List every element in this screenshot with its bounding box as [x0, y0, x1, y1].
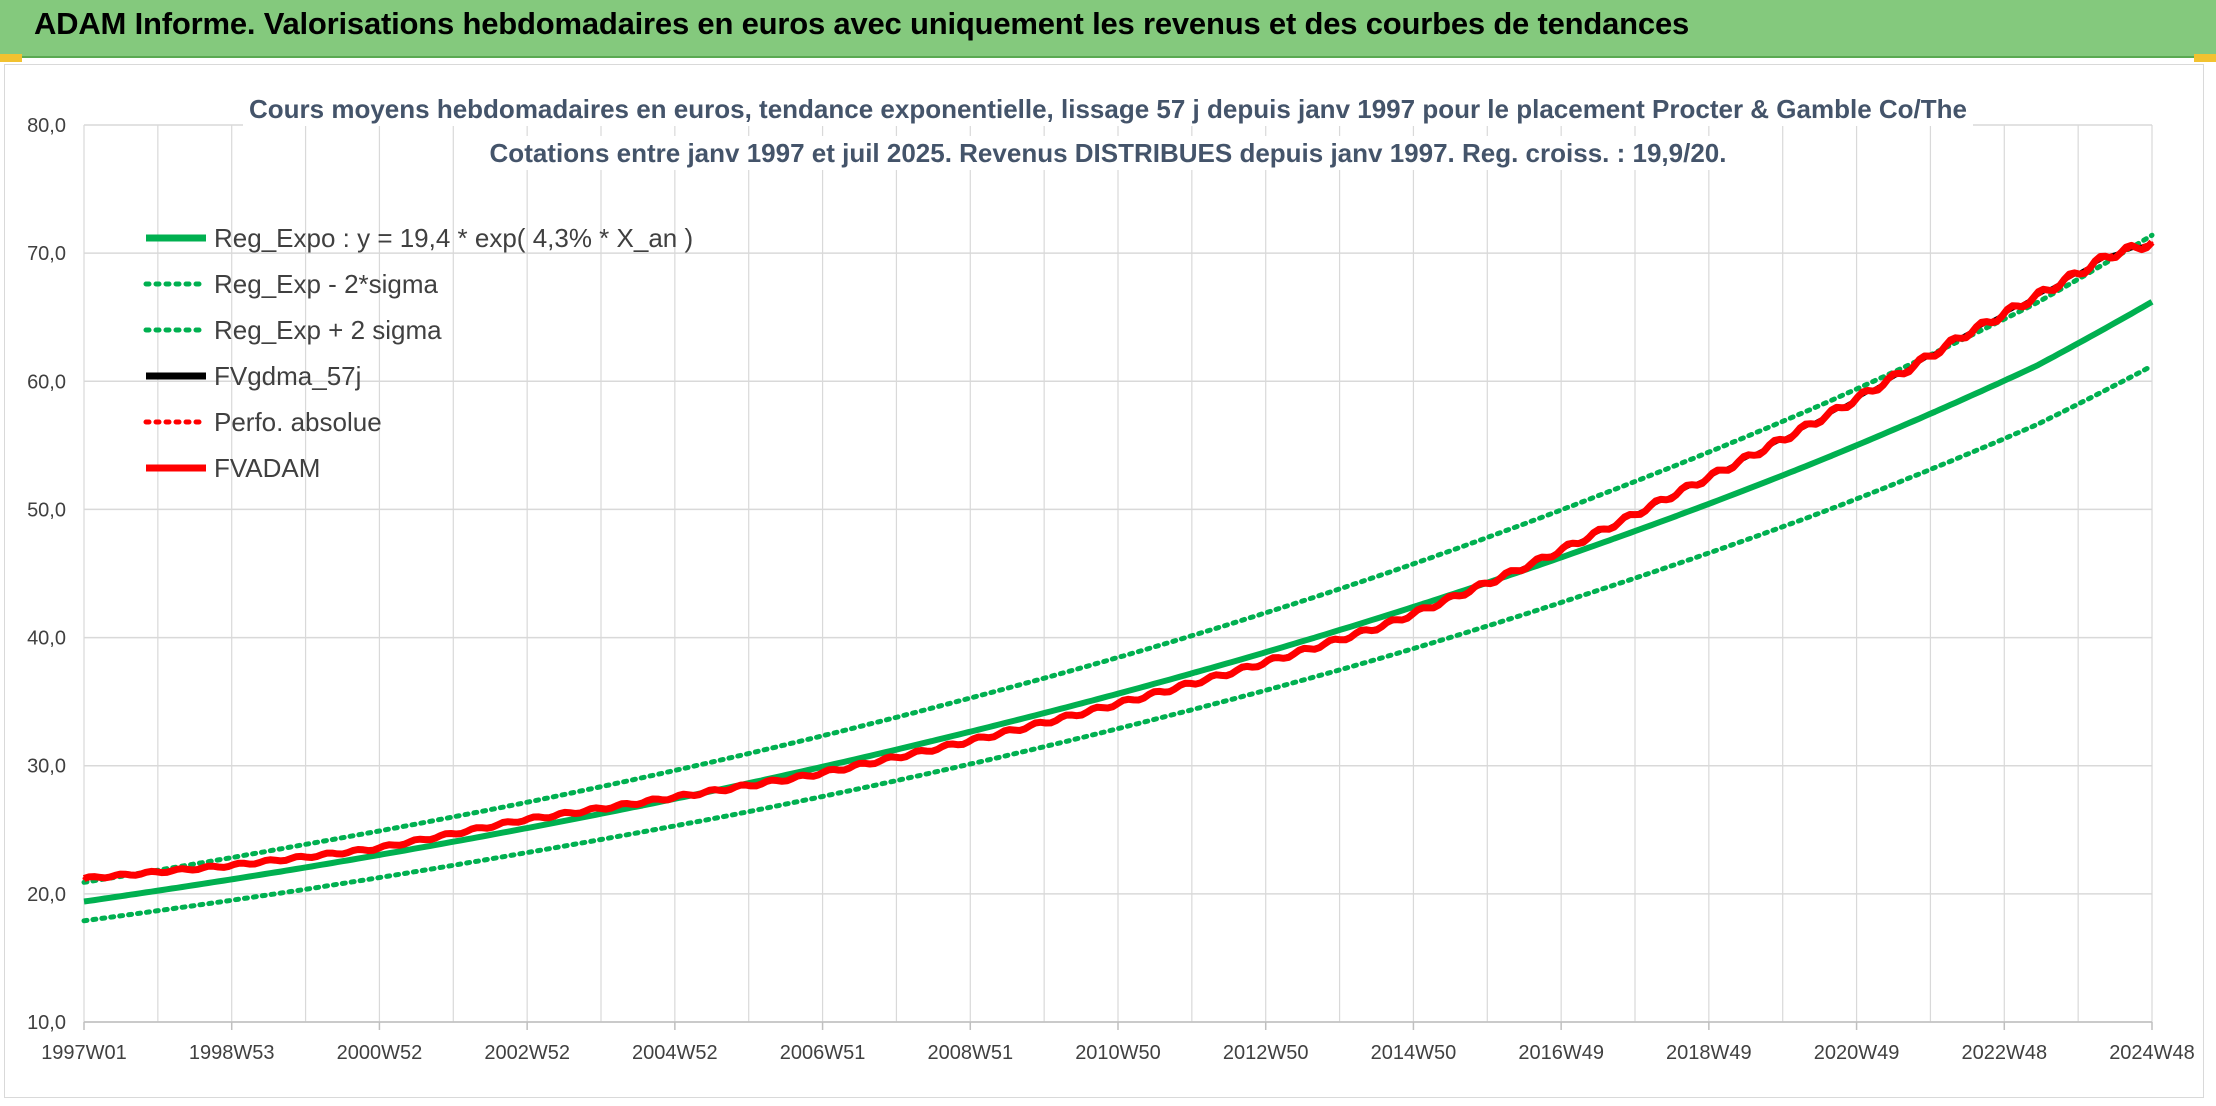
legend-label: Reg_Exp - 2*sigma [214, 269, 439, 299]
x-tick-label: 2022W48 [1961, 1042, 2047, 1064]
chart-frame [4, 64, 2204, 1098]
axes: 80,0 70,0 60,0 50,0 40,0 30,0 20,0 10,0 1997W01 1… [27, 115, 2195, 1064]
corner-mark-right [2194, 54, 2216, 62]
series-line [83, 299, 2154, 905]
chart-title-line: Cotations entre janv 1997 et juil 2025. … [490, 138, 1727, 168]
y-tick-label: 50,0 [27, 499, 66, 521]
x-tick-label: 2020W49 [1814, 1042, 1900, 1064]
x-tick-label: 2024W48 [2109, 1042, 2195, 1064]
y-tick-label: 40,0 [27, 628, 66, 650]
y-tick-label: 60,0 [27, 371, 66, 393]
chart-title-backing [243, 92, 1973, 126]
y-tick-label: 80,0 [27, 115, 66, 137]
x-tick-label: 2014W50 [1371, 1042, 1457, 1064]
x-tick-label: 1998W53 [189, 1042, 275, 1064]
x-tick-label: 2010W50 [1075, 1042, 1161, 1064]
series-line [82, 239, 2155, 882]
x-tick-label: 2018W49 [1666, 1042, 1752, 1064]
x-tick-label: 2006W51 [780, 1042, 866, 1064]
x-tick-label: 2004W52 [632, 1042, 718, 1064]
chart-title-line: Cours moyens hebdomadaires en euros, ten… [249, 94, 1967, 124]
y-tick-label: 10,0 [27, 1012, 66, 1034]
x-tick-label: 2002W52 [484, 1042, 570, 1064]
legend-label: FVgdma_57j [214, 361, 361, 391]
chart-title: Cours moyens hebdomadaires en euros, ten… [243, 92, 1973, 170]
x-tick-label: 2000W52 [337, 1042, 423, 1064]
legend-label: Perfo. absolue [214, 407, 382, 437]
legend: Reg_Expo : y = 19,4 * exp( 4,3% * X_an )… [143, 223, 693, 483]
series-lines [81, 232, 2155, 924]
x-tick-label: 2012W50 [1223, 1042, 1309, 1064]
x-tick-label: 1997W01 [41, 1042, 127, 1064]
legend-label: Reg_Exp + 2 sigma [214, 315, 442, 345]
series-line [81, 363, 2155, 924]
series-line [81, 232, 2155, 885]
gridlines [83, 124, 2153, 1023]
chart-title-backing [483, 136, 1733, 170]
y-tick-label: 20,0 [27, 884, 66, 906]
corner-mark-left [0, 54, 22, 62]
legend-label: Reg_Expo : y = 19,4 * exp( 4,3% * X_an ) [214, 223, 693, 253]
x-tick-label: 2016W49 [1518, 1042, 1604, 1064]
y-tick-label: 30,0 [27, 756, 66, 778]
x-tick-label: 2008W51 [927, 1042, 1013, 1064]
report-title: ADAM Informe. Valorisations hebdomadaire… [34, 6, 1690, 41]
y-tick-label: 70,0 [27, 243, 66, 265]
legend-label: FVADAM [214, 453, 320, 483]
report-banner: ADAM Informe. Valorisations hebdomadaire… [0, 0, 2216, 58]
